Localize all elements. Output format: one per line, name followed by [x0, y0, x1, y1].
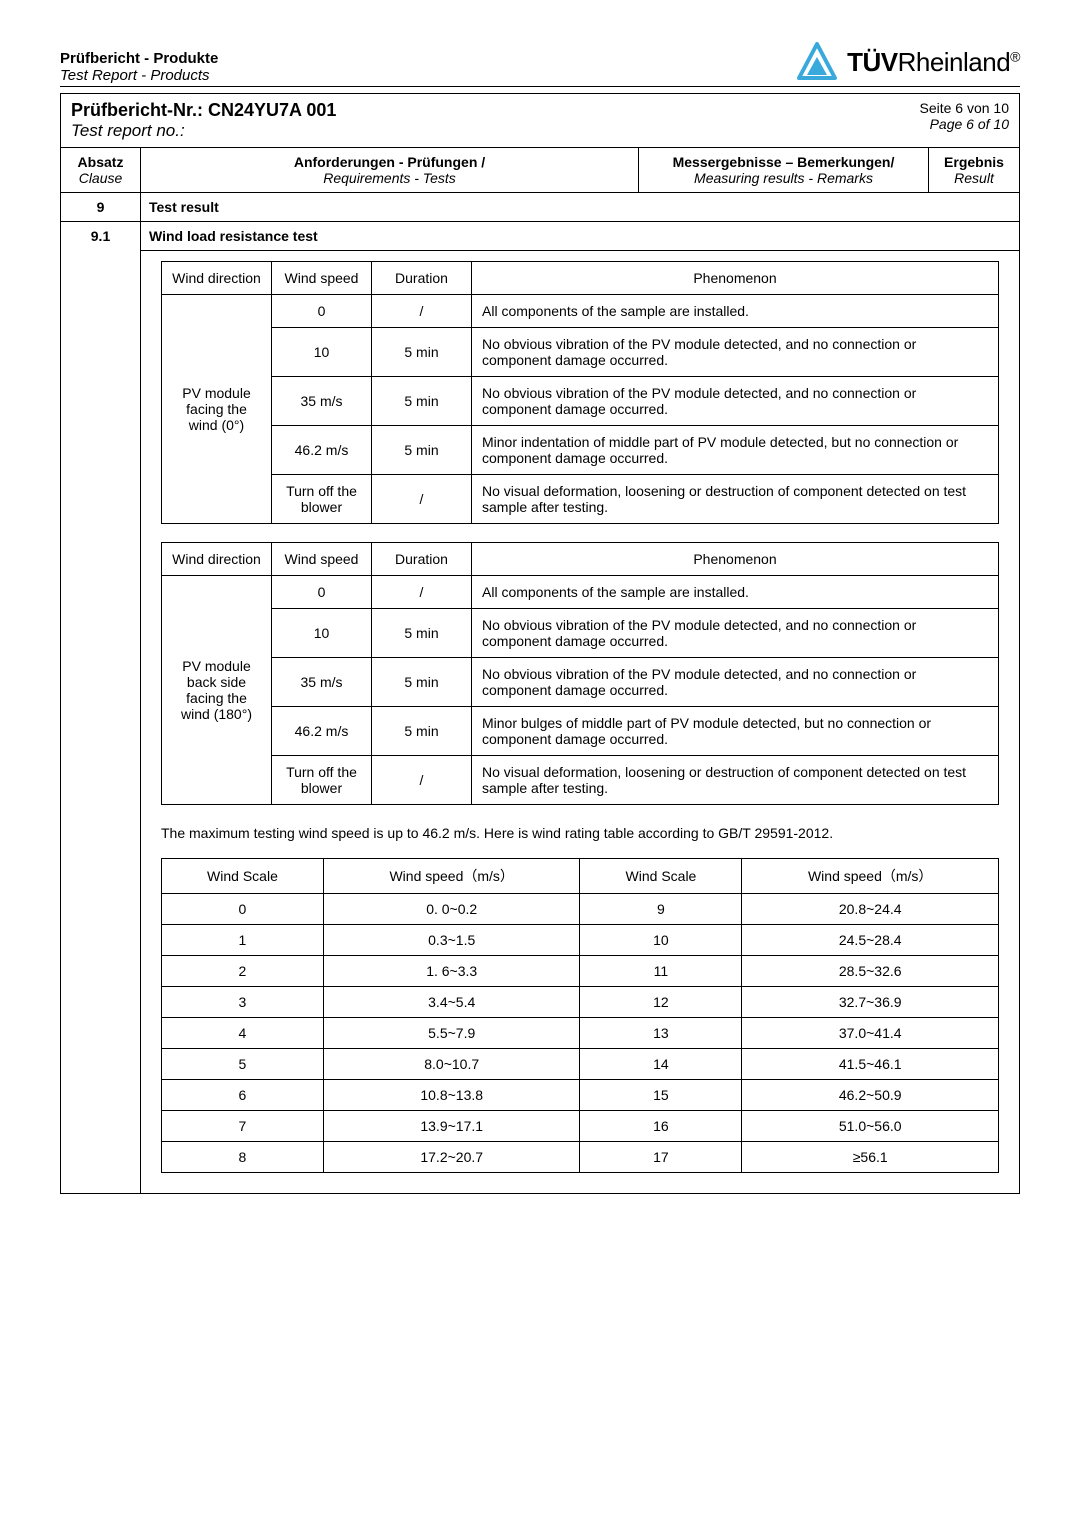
table-row: 10 5 min No obvious vibration of the PV …	[162, 328, 999, 377]
tuv-logo: TÜVRheinland®	[795, 40, 1020, 84]
table-row: Turn off the blower / No visual deformat…	[162, 475, 999, 524]
table-row: 00. 0~0.2920.8~24.4	[162, 894, 999, 925]
table-row: PV module back side facing the wind (180…	[162, 576, 999, 609]
table-row: 713.9~17.11651.0~56.0	[162, 1111, 999, 1142]
page-number: Seite 6 von 10 Page 6 of 10	[919, 100, 1009, 141]
col-result: Ergebnis Result	[929, 148, 1019, 192]
table-row: 46.2 m/s 5 min Minor indentation of midd…	[162, 426, 999, 475]
column-headers: Absatz Clause Anforderungen - Prüfungen …	[61, 148, 1019, 193]
header-title-de: Prüfbericht - Produkte	[60, 50, 218, 67]
section-9-1: 9.1 Wind load resistance test Wind direc…	[61, 222, 1019, 1193]
table-row: 35 m/s 5 min No obvious vibration of the…	[162, 658, 999, 707]
col-requirements: Anforderungen - Prüfungen / Requirements…	[141, 148, 639, 192]
wind-test-table-180deg: Wind direction Wind speed Duration Pheno…	[161, 542, 999, 805]
logo-text: TÜVRheinland®	[847, 47, 1020, 78]
table-row: 58.0~10.71441.5~46.1	[162, 1049, 999, 1080]
report-box: Prüfbericht-Nr.: CN24YU7A 001 Test repor…	[60, 93, 1020, 1194]
section-9: 9 Test result	[61, 193, 1019, 222]
triangle-icon	[795, 40, 839, 84]
section-9-1-body: Wind load resistance test Wind direction…	[141, 222, 1019, 1193]
table-row: 817.2~20.717≥56.1	[162, 1142, 999, 1173]
wind-test-table-0deg: Wind direction Wind speed Duration Pheno…	[161, 261, 999, 524]
table-row: 45.5~7.91337.0~41.4	[162, 1018, 999, 1049]
wind-scale-table: Wind Scale Wind speed（m/s） Wind Scale Wi…	[161, 858, 999, 1173]
table-row: Wind direction Wind speed Duration Pheno…	[162, 543, 999, 576]
col-measuring: Messergebnisse – Bemerkungen/ Measuring …	[639, 148, 929, 192]
report-number-row: Prüfbericht-Nr.: CN24YU7A 001 Test repor…	[61, 94, 1019, 148]
header-title-en: Test Report - Products	[60, 67, 218, 84]
table-row: 35 m/s 5 min No obvious vibration of the…	[162, 377, 999, 426]
table-row: 21. 6~3.31128.5~32.6	[162, 956, 999, 987]
report-number-left: Prüfbericht-Nr.: CN24YU7A 001 Test repor…	[71, 100, 336, 141]
col-clause: Absatz Clause	[61, 148, 141, 192]
header-title-block: Prüfbericht - Produkte Test Report - Pro…	[60, 50, 218, 84]
table-row: Turn off the blower / No visual deformat…	[162, 756, 999, 805]
table-row: 10.3~1.51024.5~28.4	[162, 925, 999, 956]
wind-rating-note: The maximum testing wind speed is up to …	[161, 823, 999, 844]
table-row: Wind direction Wind speed Duration Pheno…	[162, 262, 999, 295]
page-header: Prüfbericht - Produkte Test Report - Pro…	[60, 40, 1020, 87]
table-row: PV module facing the wind (0°) 0 / All c…	[162, 295, 999, 328]
table-row: 46.2 m/s 5 min Minor bulges of middle pa…	[162, 707, 999, 756]
table-row: 10 5 min No obvious vibration of the PV …	[162, 609, 999, 658]
table-row: 33.4~5.41232.7~36.9	[162, 987, 999, 1018]
table-row: 610.8~13.81546.2~50.9	[162, 1080, 999, 1111]
table-row: Wind Scale Wind speed（m/s） Wind Scale Wi…	[162, 859, 999, 894]
